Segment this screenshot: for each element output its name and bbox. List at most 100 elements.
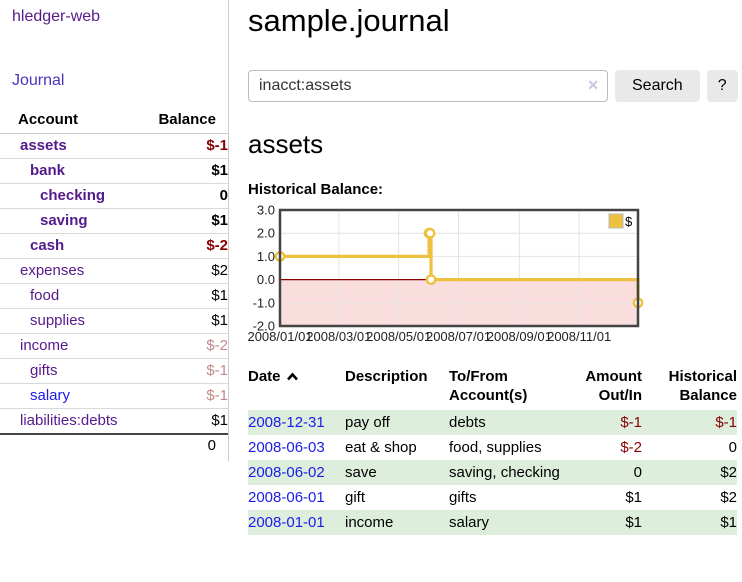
transaction-date-link[interactable]: 2008-06-03 [248, 439, 325, 456]
x-tick-label: 2008/11/01 [547, 329, 611, 344]
y-tick-label: -1.0 [253, 295, 275, 310]
sidebar-account-row: salary $-1 [0, 383, 228, 409]
sidebar: hledger-web Journal Account Balance asse… [0, 0, 229, 461]
accounts-total-value: 0 [143, 433, 228, 457]
transaction-description: income [345, 514, 394, 531]
account-balance: $1 [143, 158, 228, 184]
register-header-row: Date Description To/From Account(s) Amou… [248, 365, 737, 410]
account-link-salary[interactable]: salary [30, 387, 71, 404]
transaction-accounts: saving, checking [449, 464, 560, 481]
register-row: 2008-06-02 save saving, checking 0 $2 [248, 460, 737, 485]
x-tick-label: 2008/09/01 [487, 329, 552, 344]
chart-heading: Historical Balance: [248, 181, 384, 198]
data-point-marker [425, 274, 437, 286]
transaction-date-link[interactable]: 2008-01-01 [248, 514, 325, 531]
account-balance: $1 [143, 208, 228, 234]
account-balance: $1 [143, 283, 228, 309]
transaction-date-link[interactable]: 2008-12-31 [248, 414, 325, 431]
transaction-accounts: debts [449, 414, 486, 431]
x-tick-label: 2008/05/01 [366, 329, 431, 344]
accounts-header-account: Account [0, 109, 144, 134]
transaction-balance: $-1 [715, 414, 737, 431]
account-balance: $-2 [143, 233, 228, 259]
y-tick-label: 2.0 [257, 226, 275, 241]
sidebar-nav: Journal [12, 72, 228, 90]
account-link-gifts[interactable]: gifts [30, 362, 58, 379]
register-table: Date Description To/From Account(s) Amou… [248, 365, 737, 535]
sidebar-account-row: assets $-1 [0, 133, 228, 159]
transaction-balance: $2 [720, 464, 737, 481]
page-title: sample.journal [248, 3, 450, 38]
account-link-expenses[interactable]: expenses [20, 262, 85, 279]
sidebar-account-row: food $1 [0, 283, 228, 309]
y-tick-label: 3.0 [257, 203, 275, 218]
search-row: ✕ Search ? [248, 70, 742, 102]
account-link-supplies[interactable]: supplies [30, 312, 86, 329]
transaction-accounts: salary [449, 514, 490, 531]
sidebar-account-row: expenses $2 [0, 258, 228, 284]
transaction-amount: 0 [633, 464, 642, 481]
register-header-date[interactable]: Date [248, 365, 345, 410]
account-link-checking[interactable]: checking [40, 187, 106, 204]
main-content: sample.journal ✕ Search ? assets Histori… [229, 0, 742, 535]
search-input[interactable] [248, 70, 608, 102]
help-button[interactable]: ? [706, 70, 738, 102]
search-box: ✕ [248, 70, 608, 102]
account-balance: $-1 [143, 133, 228, 159]
sort-asc-icon [286, 372, 298, 381]
sidebar-item-journal[interactable]: Journal [12, 72, 65, 89]
account-link-income[interactable]: income [20, 337, 69, 354]
accounts-table: Account Balance assets $-1 bank $1 checking 0… [0, 109, 228, 457]
transaction-date-link[interactable]: 2008-06-01 [248, 489, 325, 506]
transaction-amount: $1 [625, 489, 642, 506]
transaction-description: eat & shop [345, 439, 417, 456]
x-tick-label: 2008/03/01 [306, 329, 371, 344]
data-point-marker [424, 227, 436, 239]
register-row: 2008-06-01 gift gifts $1 $2 [248, 485, 737, 510]
transaction-description: pay off [345, 414, 390, 431]
account-balance: $-1 [143, 358, 228, 384]
register-header-balance: Historical Balance [668, 368, 737, 404]
y-tick-label: 1.0 [257, 249, 275, 264]
register-row: 2008-06-03 eat & shop food, supplies $-2 0 [248, 435, 737, 460]
search-button[interactable]: Search [615, 70, 700, 102]
transaction-amount: $-2 [620, 439, 642, 456]
balance-chart: 3.0 2.0 1.0 0.0 -1.0 -2.02008/01/012008/03/01… [247, 203, 644, 344]
sidebar-account-row: bank $1 [0, 158, 228, 184]
transaction-balance: $1 [720, 514, 737, 531]
transaction-amount: $1 [625, 514, 642, 531]
y-tick-label: -2.0 [253, 319, 275, 334]
accounts-header-balance: Balance [143, 109, 228, 134]
transaction-description: save [345, 464, 377, 481]
sidebar-account-row: liabilities:debts $1 [0, 408, 228, 435]
transaction-accounts: food, supplies [449, 439, 542, 456]
sidebar-account-row: cash $-2 [0, 233, 228, 259]
account-title: assets [248, 129, 324, 159]
chart-border [278, 208, 640, 328]
y-tick-label: 0.0 [257, 272, 275, 287]
account-link-saving[interactable]: saving [40, 212, 88, 229]
sidebar-account-row: income $-2 [0, 333, 228, 359]
sidebar-account-row: gifts $-1 [0, 358, 228, 384]
transaction-balance: $2 [720, 489, 737, 506]
sidebar-account-row: checking 0 [0, 183, 228, 209]
account-link-bank[interactable]: bank [30, 162, 66, 179]
transaction-date-link[interactable]: 2008-06-02 [248, 464, 325, 481]
register-row: 2008-12-31 pay off debts $-1 $-1 [248, 410, 737, 435]
account-link-liabilities-debts[interactable]: liabilities:debts [20, 412, 118, 429]
app-title-link[interactable]: hledger-web [12, 8, 101, 25]
account-balance: $2 [143, 258, 228, 284]
account-balance: 0 [143, 183, 228, 209]
transaction-description: gift [345, 489, 366, 506]
account-balance: $1 [143, 308, 228, 334]
account-link-food[interactable]: food [30, 287, 60, 304]
transaction-accounts: gifts [449, 489, 477, 506]
account-link-assets[interactable]: assets [20, 137, 67, 154]
register-row: 2008-01-01 income salary $1 $1 [248, 510, 737, 535]
register-header-description: Description [345, 368, 428, 385]
legend-swatch [608, 213, 624, 229]
x-tick-label: 2008/07/01 [426, 329, 491, 344]
account-link-cash[interactable]: cash [30, 237, 65, 254]
register-header-accounts: To/From Account(s) [449, 368, 528, 404]
clear-search-icon[interactable]: ✕ [587, 77, 599, 93]
